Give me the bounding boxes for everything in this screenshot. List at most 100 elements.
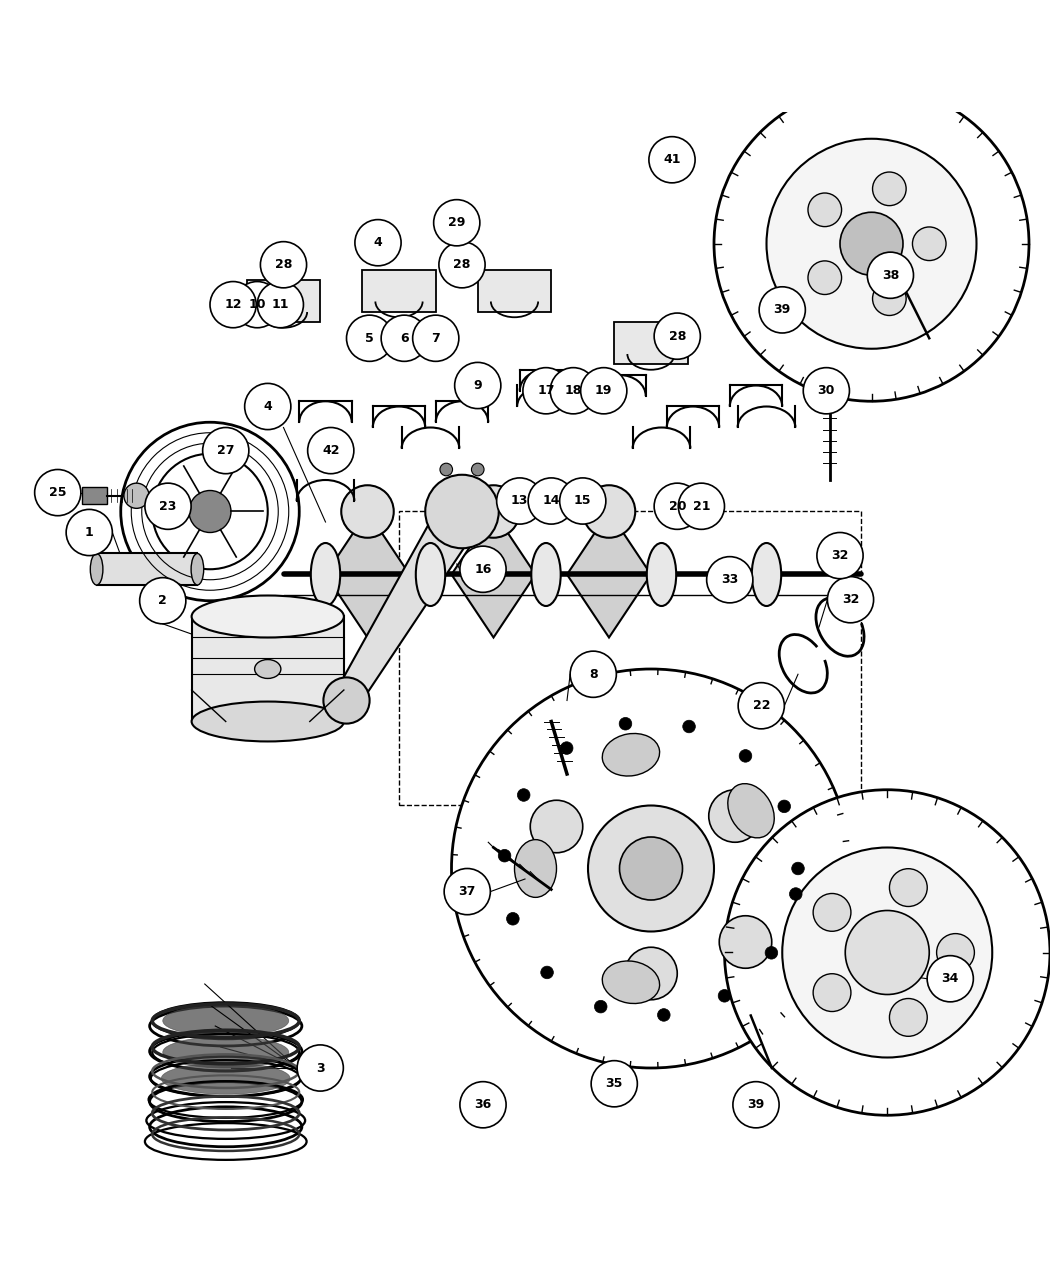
Circle shape (203, 427, 249, 474)
Circle shape (550, 367, 596, 414)
Circle shape (323, 677, 370, 724)
Circle shape (813, 894, 851, 931)
Polygon shape (331, 511, 488, 700)
Text: 13: 13 (511, 495, 528, 507)
Circle shape (35, 469, 81, 515)
Text: 17: 17 (538, 384, 554, 398)
Circle shape (591, 1061, 637, 1107)
Circle shape (803, 367, 849, 414)
Circle shape (145, 483, 191, 529)
Circle shape (778, 801, 791, 812)
Text: 30: 30 (818, 384, 835, 398)
Circle shape (889, 868, 927, 907)
FancyBboxPatch shape (82, 487, 107, 504)
Text: 22: 22 (753, 699, 770, 713)
Circle shape (297, 1046, 343, 1091)
Text: 4: 4 (374, 236, 382, 249)
Text: 38: 38 (882, 269, 899, 282)
Circle shape (452, 669, 850, 1068)
Circle shape (346, 315, 393, 361)
Circle shape (808, 193, 842, 227)
Polygon shape (567, 511, 651, 638)
Circle shape (654, 314, 700, 360)
Text: 4: 4 (264, 400, 272, 413)
Circle shape (657, 1009, 670, 1021)
Circle shape (467, 486, 520, 538)
Ellipse shape (162, 1063, 290, 1094)
Ellipse shape (191, 701, 344, 742)
Text: 42: 42 (322, 444, 339, 458)
FancyBboxPatch shape (97, 553, 197, 585)
Circle shape (583, 486, 635, 538)
Circle shape (121, 422, 299, 601)
Circle shape (654, 483, 700, 529)
Text: 20: 20 (669, 500, 686, 513)
Ellipse shape (728, 784, 774, 838)
Circle shape (518, 789, 530, 801)
Text: 33: 33 (721, 574, 738, 586)
Text: 34: 34 (942, 973, 959, 986)
Text: 37: 37 (459, 885, 476, 898)
Text: 41: 41 (664, 153, 680, 166)
Text: 15: 15 (574, 495, 591, 507)
Ellipse shape (603, 733, 659, 776)
Circle shape (867, 252, 914, 298)
Circle shape (766, 139, 976, 349)
FancyBboxPatch shape (247, 280, 320, 323)
Circle shape (471, 463, 484, 476)
Circle shape (620, 836, 682, 900)
Circle shape (840, 212, 903, 275)
Circle shape (709, 789, 761, 843)
Circle shape (308, 427, 354, 474)
Circle shape (927, 956, 973, 1002)
Text: 27: 27 (217, 444, 234, 458)
Circle shape (66, 510, 112, 556)
FancyBboxPatch shape (614, 323, 688, 365)
Circle shape (499, 849, 511, 862)
Circle shape (506, 913, 519, 926)
Text: 8: 8 (589, 668, 597, 681)
Circle shape (355, 219, 401, 265)
Circle shape (718, 989, 731, 1002)
Circle shape (497, 478, 543, 524)
Circle shape (460, 1081, 506, 1128)
Circle shape (381, 315, 427, 361)
Text: 5: 5 (365, 332, 374, 344)
Text: 28: 28 (454, 259, 470, 272)
Text: 3: 3 (316, 1062, 324, 1075)
Text: 19: 19 (595, 384, 612, 398)
Circle shape (541, 966, 553, 979)
Polygon shape (326, 511, 410, 638)
Circle shape (682, 720, 695, 733)
Circle shape (738, 682, 784, 729)
Ellipse shape (531, 543, 561, 606)
Circle shape (523, 367, 569, 414)
Circle shape (889, 998, 927, 1037)
Ellipse shape (254, 659, 281, 678)
Circle shape (912, 227, 946, 260)
Ellipse shape (311, 543, 340, 606)
Text: 7: 7 (432, 332, 440, 344)
Ellipse shape (163, 1005, 289, 1037)
Text: 25: 25 (49, 486, 66, 499)
Circle shape (245, 384, 291, 430)
Circle shape (873, 172, 906, 205)
Circle shape (439, 242, 485, 288)
Circle shape (124, 483, 149, 509)
Ellipse shape (90, 553, 103, 585)
Circle shape (594, 1001, 607, 1012)
Text: 39: 39 (748, 1098, 764, 1112)
Circle shape (808, 261, 842, 295)
Text: 1: 1 (85, 527, 93, 539)
Circle shape (827, 576, 874, 622)
Text: 23: 23 (160, 500, 176, 513)
Text: 32: 32 (842, 593, 859, 606)
Circle shape (873, 282, 906, 315)
Text: 21: 21 (693, 500, 710, 513)
Circle shape (234, 282, 280, 328)
Text: 18: 18 (565, 384, 582, 398)
Circle shape (189, 491, 231, 533)
Text: 12: 12 (225, 298, 242, 311)
Text: 2: 2 (159, 594, 167, 607)
Circle shape (790, 887, 802, 900)
